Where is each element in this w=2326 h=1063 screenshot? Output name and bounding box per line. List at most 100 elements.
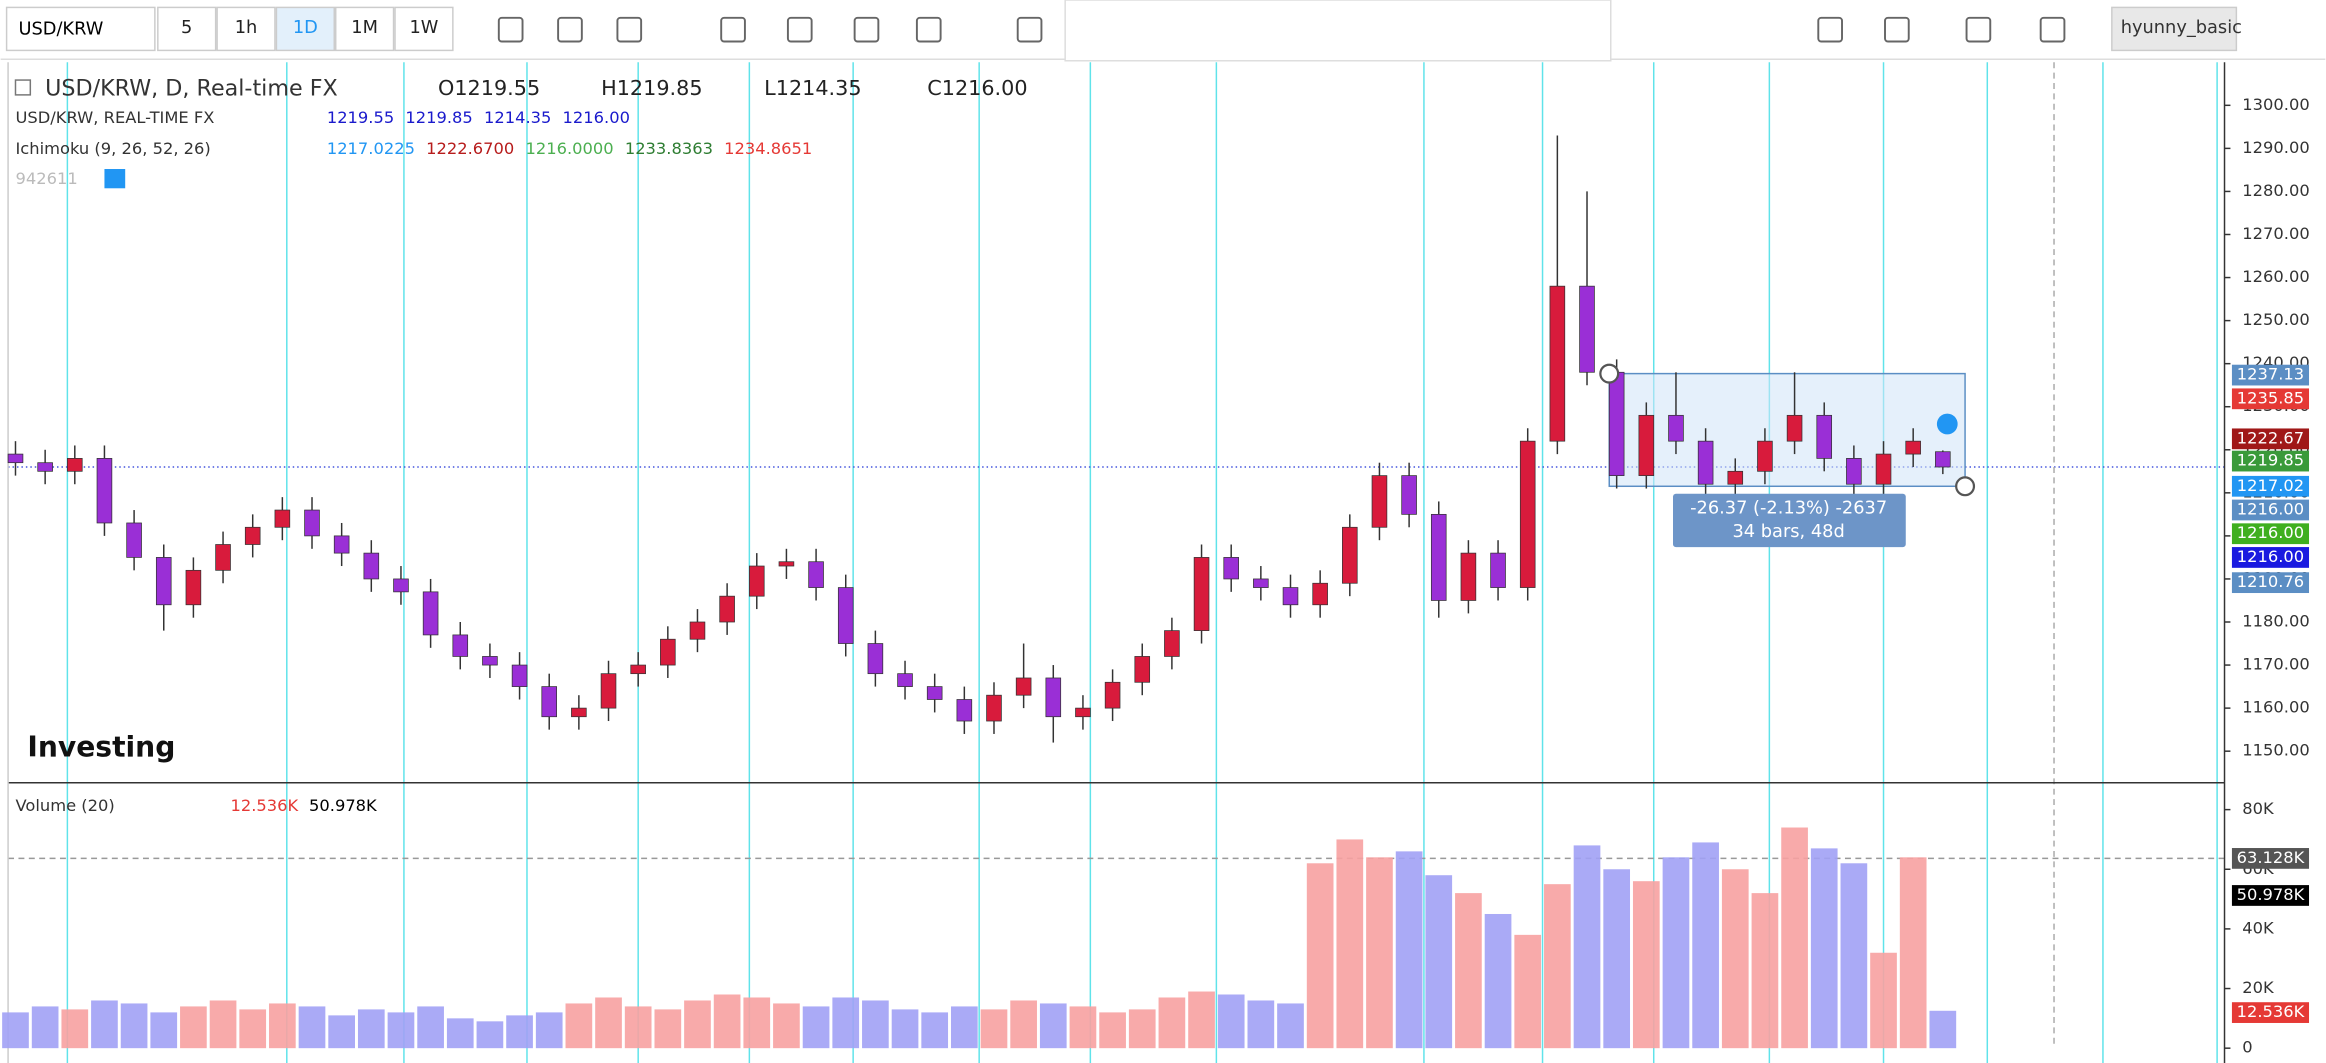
- volume-bar: [357, 1009, 385, 1049]
- volume-label: 63.128K: [2237, 848, 2306, 867]
- volume-bar: [595, 997, 622, 1049]
- tool-icon[interactable]: [1817, 16, 1843, 43]
- volume-bar: [1366, 857, 1393, 1049]
- tool-icon[interactable]: [557, 16, 583, 43]
- volume-bar: [476, 1021, 504, 1049]
- legend-row-value: 1234.8651: [724, 139, 812, 158]
- tool-icon[interactable]: [786, 16, 813, 43]
- volume-bar: [862, 1000, 889, 1049]
- y-tick-label: 1260.00: [2242, 267, 2309, 286]
- price-label: 1210.76: [2237, 572, 2304, 591]
- legend-title: USD/KRW, D, Real-time FX: [45, 75, 338, 101]
- volume-bar: [1692, 842, 1719, 1049]
- tool-icon[interactable]: [720, 16, 746, 43]
- interval-button[interactable]: [157, 6, 217, 52]
- logo: Investing: [27, 731, 175, 764]
- symbol-input[interactable]: [5, 6, 156, 52]
- tool-icon[interactable]: [1965, 16, 1992, 43]
- volume-name: Volume (20): [15, 796, 114, 815]
- volume-bar: [1899, 857, 1927, 1049]
- volume-bar: [1217, 994, 1245, 1049]
- y-tick-label: 1280.00: [2242, 181, 2309, 200]
- candle-body: [96, 458, 113, 524]
- measure-change: -26.37 (-2.13%) -2637: [1690, 498, 1887, 519]
- interval-button[interactable]: [334, 6, 395, 52]
- volume-bar: [1069, 1006, 1097, 1049]
- candle-body: [837, 587, 854, 644]
- position-marker[interactable]: [1936, 413, 1958, 435]
- price-label-bg: [2231, 547, 2310, 568]
- interval-button[interactable]: [275, 6, 335, 52]
- price-label-bg: [2231, 572, 2310, 594]
- user: hyunny_basic: [2121, 17, 2242, 38]
- volume-bar: [773, 1003, 800, 1049]
- candle-body: [719, 595, 735, 623]
- tool-icon[interactable]: [853, 16, 880, 43]
- volume-legend: 12.536K 50.978K: [230, 796, 378, 815]
- volume-bar: [506, 1015, 533, 1049]
- price-label-bg: [2231, 499, 2310, 521]
- legend-row-value: 1217.0225: [327, 139, 415, 158]
- volume-bar: [150, 1012, 178, 1049]
- volume-label-bg: [2231, 848, 2310, 869]
- volume-bar: [1929, 1010, 1957, 1049]
- volume-bar: [417, 1006, 444, 1049]
- volume-legend-value: 12.536K: [230, 796, 299, 815]
- candle-body: [571, 707, 587, 718]
- volume-bar: [1336, 839, 1364, 1049]
- volume-bar: [328, 1015, 356, 1049]
- candle-body: [541, 686, 558, 718]
- drawing-toolbar: [1064, 0, 1612, 62]
- volume-bar: [1781, 827, 1808, 1049]
- tool-icon[interactable]: [1016, 16, 1043, 43]
- price-label: 1237.13: [2237, 365, 2304, 384]
- volume-bar: [61, 1009, 89, 1049]
- tool-icon[interactable]: [1884, 16, 1910, 43]
- candle-body: [1519, 440, 1536, 588]
- user-button[interactable]: [2111, 6, 2238, 52]
- volume-bar: [2, 1012, 29, 1049]
- volume-bar: [1039, 1003, 1067, 1049]
- tool-icon[interactable]: [616, 16, 643, 43]
- volume-bar: [713, 994, 741, 1049]
- eye-button[interactable]: [104, 169, 126, 189]
- candle-body: [1638, 414, 1655, 476]
- legend-row-value: 1222.6700: [426, 139, 514, 158]
- candle-body: [244, 526, 261, 545]
- price-label: 1235.85: [2237, 388, 2304, 407]
- volume-bar: [1395, 851, 1423, 1049]
- volume-bar: [684, 1000, 711, 1049]
- volume-bar: [31, 1006, 59, 1049]
- y-tick-label: 1300.00: [2242, 95, 2309, 114]
- candle-body: [808, 561, 824, 588]
- tool-icon[interactable]: [915, 16, 942, 43]
- volume-bar: [1632, 881, 1660, 1049]
- volume-bar: [1277, 1003, 1304, 1049]
- collapse[interactable]: [14, 79, 32, 96]
- ohlc-value: H1219.85: [601, 76, 702, 100]
- candle-body: [1549, 285, 1566, 442]
- volume-legend-value: 50.978K: [309, 796, 378, 815]
- y-tick-label: 1160.00: [2242, 698, 2309, 717]
- volume-bar: [624, 1006, 652, 1049]
- tool-icon[interactable]: [497, 16, 524, 43]
- candle-body: [660, 638, 676, 666]
- volume-bar: [387, 1012, 415, 1049]
- candle-body: [126, 522, 142, 558]
- candle-body: [1727, 470, 1744, 485]
- measure-span: 34 bars, 48d: [1733, 521, 1845, 542]
- ohlc-value: O1219.55: [438, 76, 540, 100]
- y-tick-label: 40K: [2242, 918, 2275, 937]
- handle[interactable]: [1599, 363, 1620, 384]
- interval-button[interactable]: [216, 6, 276, 52]
- volume-bar: [446, 1018, 474, 1049]
- tool-icon[interactable]: [2039, 16, 2066, 43]
- candle-body: [1757, 440, 1773, 472]
- volume-bar: [1573, 845, 1601, 1049]
- handle[interactable]: [1955, 476, 1976, 497]
- candle-body: [304, 509, 320, 537]
- volume-bar: [120, 1003, 148, 1049]
- legend-row-value: 1216.0000: [525, 139, 613, 158]
- interval-button[interactable]: [394, 6, 454, 52]
- price-label: 1216.00: [2237, 500, 2304, 519]
